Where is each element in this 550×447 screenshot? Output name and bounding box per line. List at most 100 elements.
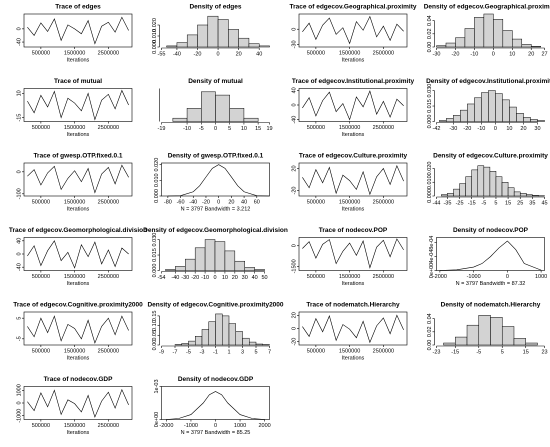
x-tick-label: 2500000	[98, 50, 119, 56]
y-tick-label: 0.000	[152, 264, 158, 278]
x-tick-label: 0	[214, 423, 217, 429]
y-tick-label: 0.000	[427, 115, 433, 129]
x-tick-label: 500000	[307, 50, 325, 56]
line	[302, 238, 404, 269]
y-tick-label: 0e+00	[154, 412, 160, 427]
y-tick-label: 0.15	[152, 311, 158, 322]
panel-title: Density of nodematch.Hierarchy	[441, 302, 541, 309]
y-tick-label: 0.00	[152, 340, 158, 351]
x-tick-label: -42	[433, 126, 441, 132]
line	[167, 164, 270, 197]
bar	[441, 194, 448, 197]
y-tick-label: 0	[291, 28, 297, 31]
bar	[201, 91, 216, 122]
y-tick-label: 0e+00	[429, 263, 435, 278]
y-tick-label: 10	[16, 90, 22, 96]
bar	[186, 34, 198, 48]
bar	[185, 258, 196, 271]
y-tick-label: 8e-04	[429, 236, 435, 250]
y-tick-label: 0	[291, 327, 297, 330]
y-tick-label: 0.030	[427, 84, 433, 98]
x-tick-label: 0	[494, 126, 497, 132]
x-tick-label: 0	[213, 275, 216, 281]
x-tick-label: 45	[541, 200, 547, 206]
bar	[197, 24, 209, 48]
x-tick-label: 500000	[307, 274, 325, 280]
x-tick-label: 1500000	[339, 125, 360, 131]
x-tick-label: -23	[433, 349, 441, 355]
x-tick-label: -35	[443, 200, 451, 206]
plot-box	[23, 88, 133, 122]
panel-title: Density of nodecov.GDP	[178, 376, 254, 383]
bar	[186, 108, 202, 122]
bar	[483, 166, 491, 197]
x-tick-label: -54	[158, 275, 166, 281]
bar	[243, 117, 259, 122]
bar	[489, 171, 497, 197]
bar	[507, 187, 515, 197]
y-tick-label: 40	[16, 238, 22, 244]
bar	[493, 19, 504, 48]
bar	[175, 266, 186, 271]
y-tick-label: 0.02	[427, 326, 433, 337]
x-tick-label: -1000	[184, 423, 198, 429]
x-tick-label: 30	[534, 126, 540, 132]
bar	[471, 169, 479, 197]
bar	[455, 37, 466, 48]
panel-title: Trace of nodecov.GDP	[44, 376, 114, 383]
x-tick-label: -20	[463, 126, 471, 132]
bar	[495, 176, 503, 197]
bar	[204, 239, 216, 271]
x-tick-label: 40	[256, 51, 262, 57]
plot-box	[298, 311, 408, 346]
x-tick-label: 35	[529, 200, 535, 206]
y-tick-label: -40	[16, 38, 22, 46]
x-tick-label: 2500000	[98, 199, 119, 205]
bar	[526, 194, 533, 197]
y-tick-label: 0.030	[152, 233, 158, 247]
x-axis-label: Iterations	[342, 57, 365, 63]
bar	[446, 118, 454, 122]
bar	[495, 93, 503, 122]
bar	[530, 119, 538, 122]
bar	[537, 120, 545, 122]
y-tick-label: 0	[16, 27, 22, 30]
x-tick-label: -20	[451, 51, 459, 57]
panel-title: Density of nodecov.POP	[453, 227, 529, 234]
bar	[474, 97, 482, 122]
x-tick-label: 20	[520, 126, 526, 132]
y-tick-label: -20	[291, 338, 297, 346]
plot-box	[298, 13, 408, 48]
x-tick-label: 0	[492, 51, 495, 57]
plot-box	[23, 311, 133, 346]
bar	[188, 340, 196, 346]
x-axis-label: Iterations	[342, 132, 365, 138]
y-tick-label: 0.010	[154, 173, 160, 187]
y-tick-label: 0.00	[427, 340, 433, 351]
bar	[214, 241, 226, 271]
bar	[436, 45, 447, 48]
x-tick-label: 500000	[32, 423, 50, 429]
x-tick-label: -7	[173, 349, 178, 355]
x-tick-label: -20	[191, 275, 199, 281]
x-tick-label: 40	[241, 199, 247, 205]
x-tick-label: -15	[468, 200, 476, 206]
bar	[513, 338, 526, 346]
line	[27, 16, 129, 45]
bar	[502, 99, 510, 122]
x-tick-label: 2500000	[373, 125, 394, 131]
bar	[249, 341, 257, 346]
x-tick-label: 20	[232, 275, 238, 281]
y-tick-label: 0	[16, 170, 22, 173]
bar	[235, 331, 243, 346]
panel-title: Density of edgecov.Geomorphological.divi…	[143, 227, 288, 234]
x-tick-label: 5	[254, 349, 257, 355]
y-tick-label: 5	[16, 317, 22, 320]
y-tick-label: 0	[16, 401, 22, 404]
bar	[501, 182, 509, 197]
line	[302, 15, 404, 45]
y-tick-label: 0	[291, 244, 297, 247]
y-tick-label: 4e-04	[429, 250, 435, 264]
y-tick-label: -1500	[291, 259, 297, 273]
bar	[516, 113, 524, 122]
